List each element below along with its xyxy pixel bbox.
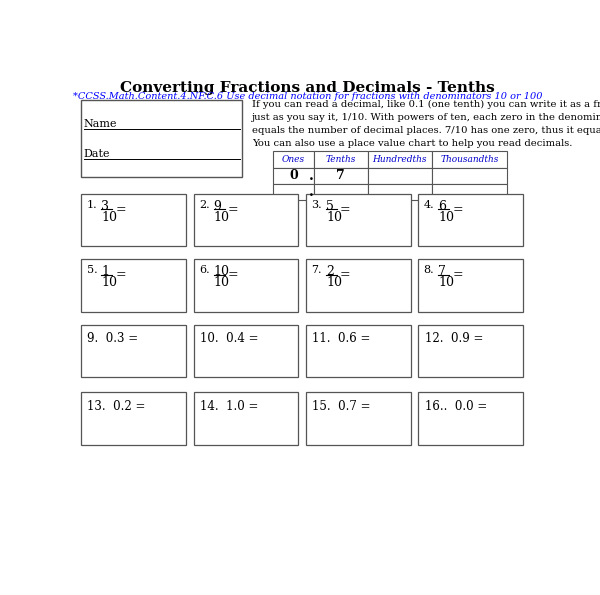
Text: 12.  0.9 =: 12. 0.9 = (425, 333, 483, 346)
Text: 10: 10 (439, 276, 454, 289)
Text: 16..  0.0 =: 16.. 0.0 = (425, 400, 487, 413)
Bar (81, 325, 186, 377)
Bar (194, 325, 298, 377)
Text: Date: Date (83, 149, 110, 159)
Text: Ones: Ones (282, 155, 305, 164)
Text: 3: 3 (101, 200, 109, 213)
Text: 1: 1 (101, 265, 109, 278)
Text: *CCSS.Math.Content.4.NF.C.6 Use decimal notation for fractions with denominators: *CCSS.Math.Content.4.NF.C.6 Use decimal … (73, 92, 542, 101)
Bar (431, 184, 508, 200)
Bar (314, 168, 368, 184)
Bar (81, 194, 186, 246)
Text: 9: 9 (214, 200, 221, 213)
Text: 7: 7 (439, 265, 446, 278)
Bar (418, 259, 523, 312)
Text: If you can read a decimal, like 0.1 (one tenth) you can write it as a fraction
j: If you can read a decimal, like 0.1 (one… (252, 100, 600, 148)
Bar (368, 168, 431, 184)
Bar (368, 184, 431, 200)
Text: 14.  1.0 =: 14. 1.0 = (200, 400, 258, 413)
Bar (194, 393, 298, 445)
Text: Name: Name (83, 119, 117, 129)
Bar (194, 194, 298, 246)
Bar (194, 259, 298, 312)
Bar (314, 152, 368, 168)
Text: 11.  0.6 =: 11. 0.6 = (312, 333, 371, 346)
Bar (274, 168, 314, 184)
Text: Converting Fractions and Decimals - Tenths: Converting Fractions and Decimals - Tent… (120, 82, 495, 95)
Bar (306, 259, 410, 312)
Text: 5: 5 (326, 200, 334, 213)
Bar (306, 393, 410, 445)
Text: 10: 10 (439, 211, 454, 224)
Text: =: = (452, 268, 463, 281)
Bar (314, 184, 368, 200)
Text: 10.  0.4 =: 10. 0.4 = (200, 333, 258, 346)
Text: =: = (115, 203, 126, 216)
Text: 1.: 1. (86, 200, 97, 210)
Text: Tenths: Tenths (326, 155, 356, 164)
Text: 7: 7 (337, 169, 345, 182)
Text: =: = (227, 203, 238, 216)
Text: .: . (309, 169, 314, 183)
Text: 2: 2 (326, 265, 334, 278)
Bar (418, 194, 523, 246)
Bar (81, 259, 186, 312)
Text: 8.: 8. (424, 265, 434, 275)
Text: 9.  0.3 =: 9. 0.3 = (88, 333, 139, 346)
Text: 5.: 5. (86, 265, 97, 275)
Bar (431, 152, 508, 168)
Text: 6: 6 (439, 200, 446, 213)
Text: =: = (452, 203, 463, 216)
Text: 4.: 4. (424, 200, 434, 210)
Text: =: = (227, 268, 238, 281)
Text: 10: 10 (214, 276, 230, 289)
Text: 0: 0 (289, 169, 298, 182)
Text: 13.  0.2 =: 13. 0.2 = (88, 400, 146, 413)
Bar (274, 184, 314, 200)
Text: 2.: 2. (199, 200, 209, 210)
Text: 10: 10 (101, 276, 118, 289)
Text: 10: 10 (214, 265, 230, 278)
Text: 7.: 7. (311, 265, 322, 275)
Bar (274, 152, 314, 168)
Text: 10: 10 (326, 276, 342, 289)
Bar (418, 325, 523, 377)
Text: Thousandths: Thousandths (440, 155, 499, 164)
Text: 10: 10 (326, 211, 342, 224)
Text: .: . (309, 185, 314, 199)
Text: =: = (340, 203, 350, 216)
Text: 15.  0.7 =: 15. 0.7 = (312, 400, 371, 413)
Bar (431, 168, 508, 184)
Bar (81, 100, 242, 177)
Bar (306, 325, 410, 377)
Text: 3.: 3. (311, 200, 322, 210)
Text: 10: 10 (214, 211, 230, 224)
Text: Hundredths: Hundredths (373, 155, 427, 164)
Bar (418, 393, 523, 445)
Text: 6.: 6. (199, 265, 209, 275)
Text: =: = (340, 268, 350, 281)
Bar (368, 152, 431, 168)
Text: 10: 10 (101, 211, 118, 224)
Text: =: = (115, 268, 126, 281)
Bar (81, 393, 186, 445)
Bar (306, 194, 410, 246)
